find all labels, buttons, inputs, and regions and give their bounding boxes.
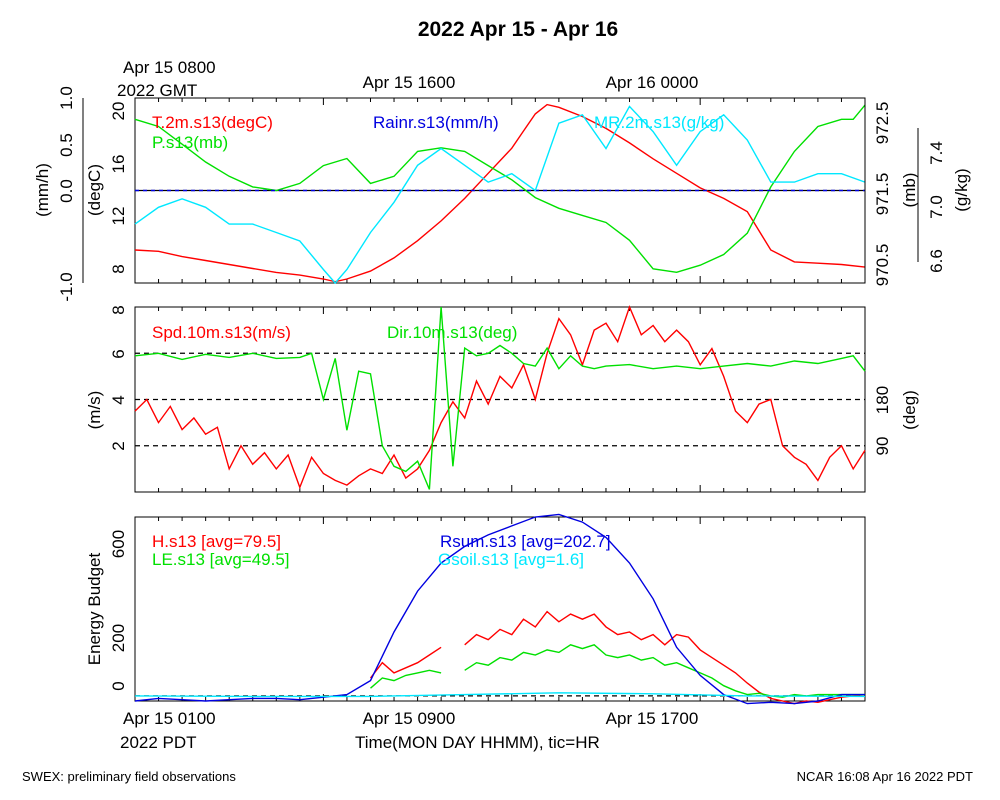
pres-axis-label: (mb)	[900, 173, 919, 208]
series-line-energy-1	[370, 669, 442, 689]
temp-tick-label: 8	[109, 264, 128, 273]
footer-left: SWEX: preliminary field observations	[22, 769, 236, 784]
legend-mr: MR.2m.s13(g/kg)	[594, 113, 724, 132]
rain-tick-label: 0.5	[57, 133, 76, 157]
bottom-panel-plot	[134, 513, 866, 705]
series-line-energy-0-b	[464, 610, 866, 705]
top-time-first-label-2: 2022 GMT	[117, 81, 197, 100]
energy-tick-label: 0	[109, 681, 128, 690]
bottom-time-label-2: Apr 15 1700	[606, 709, 699, 728]
spd-tick-label: 8	[109, 305, 128, 314]
bottom-time-first-label-2: 2022 PDT	[120, 733, 197, 752]
legend-rain: Rainr.s13(mm/h)	[373, 113, 499, 132]
legend-dir: Dir.10m.s13(deg)	[387, 323, 517, 342]
legend-spd: Spd.10m.s13(m/s)	[152, 323, 291, 342]
temp-axis-label: (degC)	[85, 164, 104, 216]
top-time-first-label-1: Apr 15 0800	[123, 58, 216, 77]
temp-tick-label: 20	[109, 102, 128, 121]
mr-tick-label: 7.4	[927, 141, 946, 165]
temp-tick-label: 16	[109, 155, 128, 174]
legend-gsoil: Gsoil.s13 [avg=1.6]	[438, 550, 584, 569]
mr-tick-label: 6.6	[927, 249, 946, 273]
bottom-time-label-1: Apr 15 0900	[363, 709, 456, 728]
dir-tick-label: 180	[873, 386, 892, 414]
mr-axis-label: (g/kg)	[952, 168, 971, 211]
series-line-energy-2	[134, 513, 865, 705]
series-line-dir	[134, 306, 866, 490]
mr-tick-label: 7.0	[927, 195, 946, 219]
rain-axis-label: (mm/h)	[33, 163, 52, 217]
middle-panel-plot	[134, 305, 866, 492]
x-axis-label: Time(MON DAY HHMM), tic=HR	[355, 733, 600, 752]
spd-tick-label: 4	[109, 395, 128, 404]
top-panel-plot	[82, 98, 919, 285]
bottom-time-first-label-1: Apr 15 0100	[123, 709, 216, 728]
legend-temp: T.2m.s13(degC)	[152, 113, 273, 132]
pres-tick-label: 971.5	[873, 173, 892, 216]
series-line-pres	[134, 104, 866, 274]
pres-tick-label: 970.5	[873, 244, 892, 287]
figure-title: 2022 Apr 15 - Apr 16	[418, 18, 618, 41]
legend-le: LE.s13 [avg=49.5]	[152, 550, 290, 569]
top-time-label-2: Apr 16 0000	[606, 73, 699, 92]
energy-tick-label: 200	[109, 624, 128, 652]
temp-tick-label: 12	[109, 207, 128, 226]
footer-right: NCAR 16:08 Apr 16 2022 PDT	[797, 769, 973, 784]
energy-axis-label: Energy Budget	[85, 552, 104, 665]
series-line-energy-0	[369, 646, 442, 679]
spd-axis-label: (m/s)	[85, 391, 104, 430]
spd-tick-label: 6	[109, 349, 128, 358]
legend-h: H.s13 [avg=79.5]	[152, 532, 281, 551]
dir-tick-label: 90	[873, 437, 892, 456]
top-time-label-1: Apr 15 1600	[363, 73, 456, 92]
energy-tick-label: 600	[109, 530, 128, 558]
spd-tick-label: 2	[109, 441, 128, 450]
bottom-panel-frame	[134, 516, 866, 702]
series-line-energy-3	[134, 692, 866, 698]
series-line-temp	[134, 103, 866, 283]
rain-tick-label: -1.0	[57, 272, 76, 301]
pres-tick-label: 972.5	[873, 102, 892, 145]
legend-rsum: Rsum.s13 [avg=202.7]	[440, 532, 611, 551]
series-line-energy-1-b	[464, 644, 865, 698]
legend-pres: P.s13(mb)	[152, 133, 228, 152]
rain-tick-label: 0.0	[57, 179, 76, 203]
series-line-mr	[134, 105, 866, 285]
series-line-spd	[134, 305, 866, 490]
dir-axis-label: (deg)	[900, 390, 919, 430]
rain-tick-label: 1.0	[57, 86, 76, 110]
